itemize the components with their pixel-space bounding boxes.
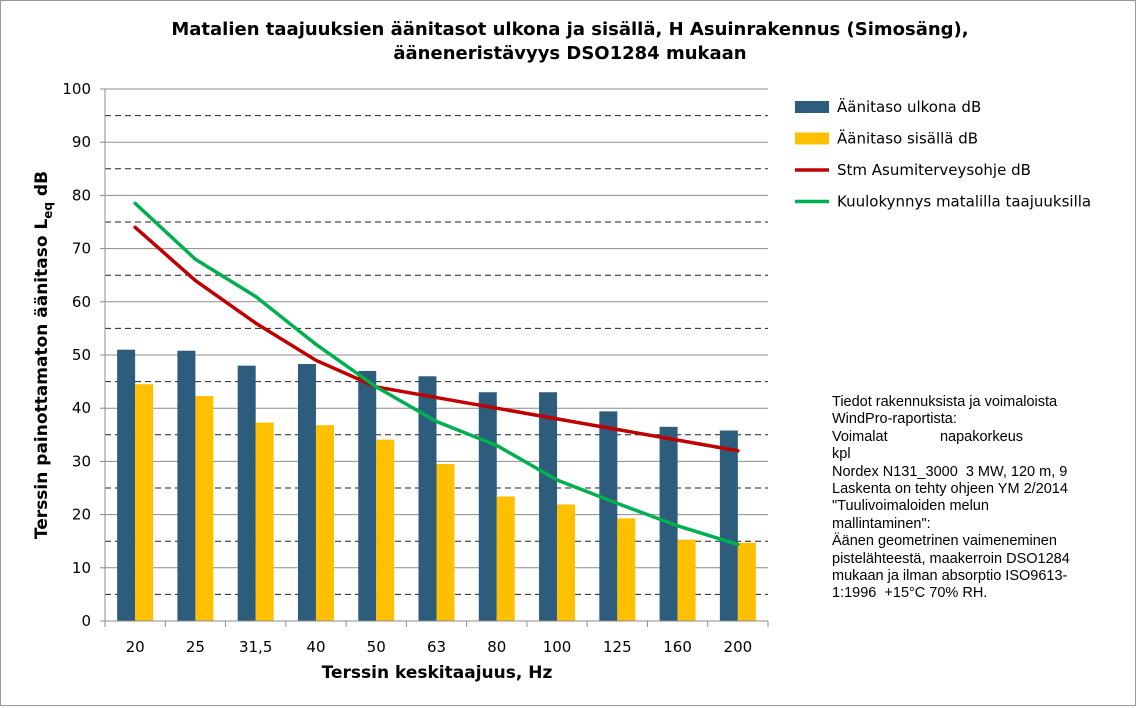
- note-line: Äänen geometrinen vaimeneminen: [832, 533, 1057, 550]
- bar-indoor: [557, 504, 576, 621]
- chart-title-line-1: Matalien taajuuksien äänitasot ulkona ja…: [171, 19, 969, 40]
- legend: Äänitaso ulkona dB Äänitaso sisällä dB Stm…: [795, 97, 1091, 211]
- legend-label: Kuulokynnys matalilla taajuuksilla: [837, 193, 1091, 211]
- note-line: Nordex N131_3000 3 MW, 120 m, 9: [832, 463, 1068, 480]
- y-axis-title-unit: dB: [32, 171, 52, 202]
- bar-outdoor: [478, 392, 497, 621]
- note-line: pistelähteestä, maakerroin DSO1284: [832, 550, 1070, 567]
- legend-label: Äänitaso sisällä dB: [837, 129, 978, 148]
- y-tick-label: 40: [72, 399, 91, 417]
- bar-indoor: [135, 384, 154, 621]
- x-tick-label: 80: [487, 638, 506, 656]
- x-tick-label: 100: [543, 638, 572, 656]
- bar-outdoor: [418, 376, 437, 621]
- bar-indoor: [195, 395, 214, 621]
- bar-indoor: [255, 422, 274, 621]
- note-line: Tiedot rakennuksista ja voimaloista: [832, 394, 1058, 410]
- note-line: kpl: [832, 446, 851, 463]
- bar-indoor: [617, 518, 636, 621]
- note-line: Laskenta on tehty ohjeen YM 2/2014: [832, 481, 1068, 498]
- legend-label: Äänitaso ulkona dB: [837, 97, 981, 116]
- bar-outdoor: [117, 349, 136, 621]
- bar-outdoor: [539, 392, 558, 621]
- note-line: mukaan ja ilman absorptio ISO9613-: [832, 568, 1068, 585]
- bar-indoor: [737, 542, 756, 621]
- bar-indoor: [315, 425, 334, 621]
- note-line: 1:1996 +15°C 70% RH.: [832, 585, 988, 602]
- y-tick-label: 0: [81, 612, 91, 630]
- bar-outdoor: [719, 430, 738, 621]
- note-line: mallintaminen":: [832, 515, 931, 532]
- note-line: "Tuulivoimaloiden melun: [832, 498, 989, 515]
- y-tick-label: 100: [62, 80, 91, 98]
- y-tick-label: 50: [72, 346, 91, 364]
- bar-outdoor: [177, 350, 196, 621]
- series-lines: [133, 201, 740, 547]
- y-tick-label: 80: [72, 186, 91, 204]
- x-tick-label: 125: [603, 638, 632, 656]
- bars: [117, 349, 756, 621]
- bar-indoor: [496, 496, 515, 621]
- y-tick-label: 20: [72, 506, 91, 524]
- legend-label: Stm Asumiterveysohje dB: [837, 161, 1031, 179]
- note-line: WindPro-raportista:: [832, 411, 957, 428]
- bar-outdoor: [358, 370, 377, 621]
- legend-swatch: [795, 101, 829, 113]
- y-tick-label: 90: [72, 133, 91, 151]
- x-axis-title: Terssin keskitaajuus, Hz: [322, 663, 553, 683]
- note-line: Voimalat napakorkeus: [832, 428, 1024, 445]
- y-axis-title: Terssin painottamaton äänitaso Leq dB: [32, 171, 55, 539]
- bar-indoor: [677, 539, 696, 621]
- legend-swatch: [795, 132, 829, 145]
- x-tick-label: 31,5: [239, 638, 272, 656]
- x-tick-label: 20: [126, 638, 145, 656]
- bar-indoor: [376, 439, 395, 621]
- x-tick-label: 25: [186, 638, 205, 656]
- chart-title-line-2: ääneneristävyys DSO1284 mukaan: [393, 43, 747, 64]
- y-tick-label: 70: [72, 240, 91, 258]
- x-tick-label: 40: [306, 638, 325, 656]
- bar-indoor: [436, 464, 455, 621]
- series-line-stm-guideline: [133, 225, 740, 453]
- series-line-hearing-threshold: [133, 201, 740, 547]
- y-axis-title-main: Terssin painottamaton äänitaso L: [32, 219, 52, 540]
- y-tick-label: 10: [72, 559, 91, 577]
- x-tick-label: 63: [427, 638, 446, 656]
- y-tick-labels: 0 10 20 30 40 50 60 70 80 90 100: [62, 80, 91, 630]
- x-tick-label: 200: [724, 638, 753, 656]
- y-axis-title-subscript: eq: [41, 202, 55, 219]
- x-tick-label: 160: [663, 638, 692, 656]
- x-tick-label: 50: [367, 638, 386, 656]
- bar-outdoor: [297, 364, 316, 621]
- y-tick-label: 60: [72, 293, 91, 311]
- chart-title: Matalien taajuuksien äänitasot ulkona ja…: [60, 18, 1080, 66]
- bar-outdoor: [599, 411, 618, 621]
- bar-outdoor: [237, 365, 256, 621]
- axes: [100, 88, 769, 627]
- x-tick-labels: 20 25 31,5 40 50 63 80 100 125 160 200: [126, 638, 753, 656]
- y-tick-label: 30: [72, 452, 91, 470]
- info-notes: Tiedot rakennuksista ja voimaloista WindP…: [832, 394, 1128, 603]
